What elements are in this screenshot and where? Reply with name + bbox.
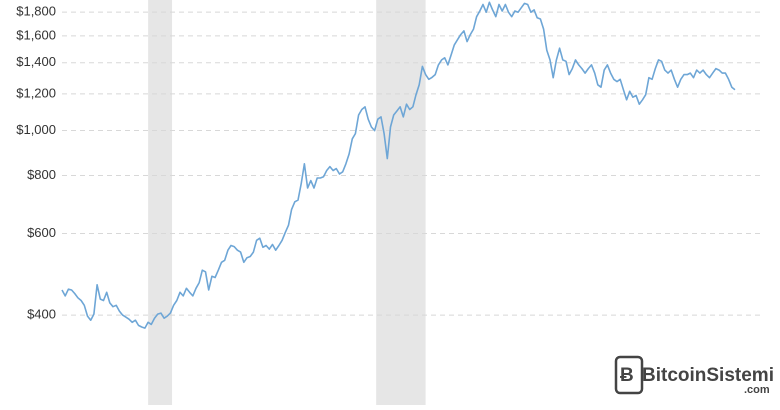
y-tick-label: $1,800 — [16, 4, 56, 19]
y-tick-label: $800 — [27, 167, 56, 182]
y-tick-label: $1,200 — [16, 85, 56, 100]
y-tick-label: $400 — [27, 307, 56, 322]
watermark-logo-letter: Ƀ — [620, 365, 634, 386]
watermark-suffix: .com — [744, 384, 770, 396]
watermark-logo — [614, 355, 644, 395]
y-tick-label: $1,400 — [16, 54, 56, 69]
price-line — [61, 1, 736, 329]
watermark-text: BitcoinSistemi — [642, 365, 774, 386]
watermark: Ƀ BitcoinSistemi .com — [614, 355, 774, 396]
recession-band — [148, 0, 173, 405]
recession-band — [376, 0, 426, 405]
y-tick-label: $1,000 — [16, 122, 56, 137]
y-tick-label: $1,600 — [16, 27, 56, 42]
y-tick-label: $600 — [27, 225, 56, 240]
